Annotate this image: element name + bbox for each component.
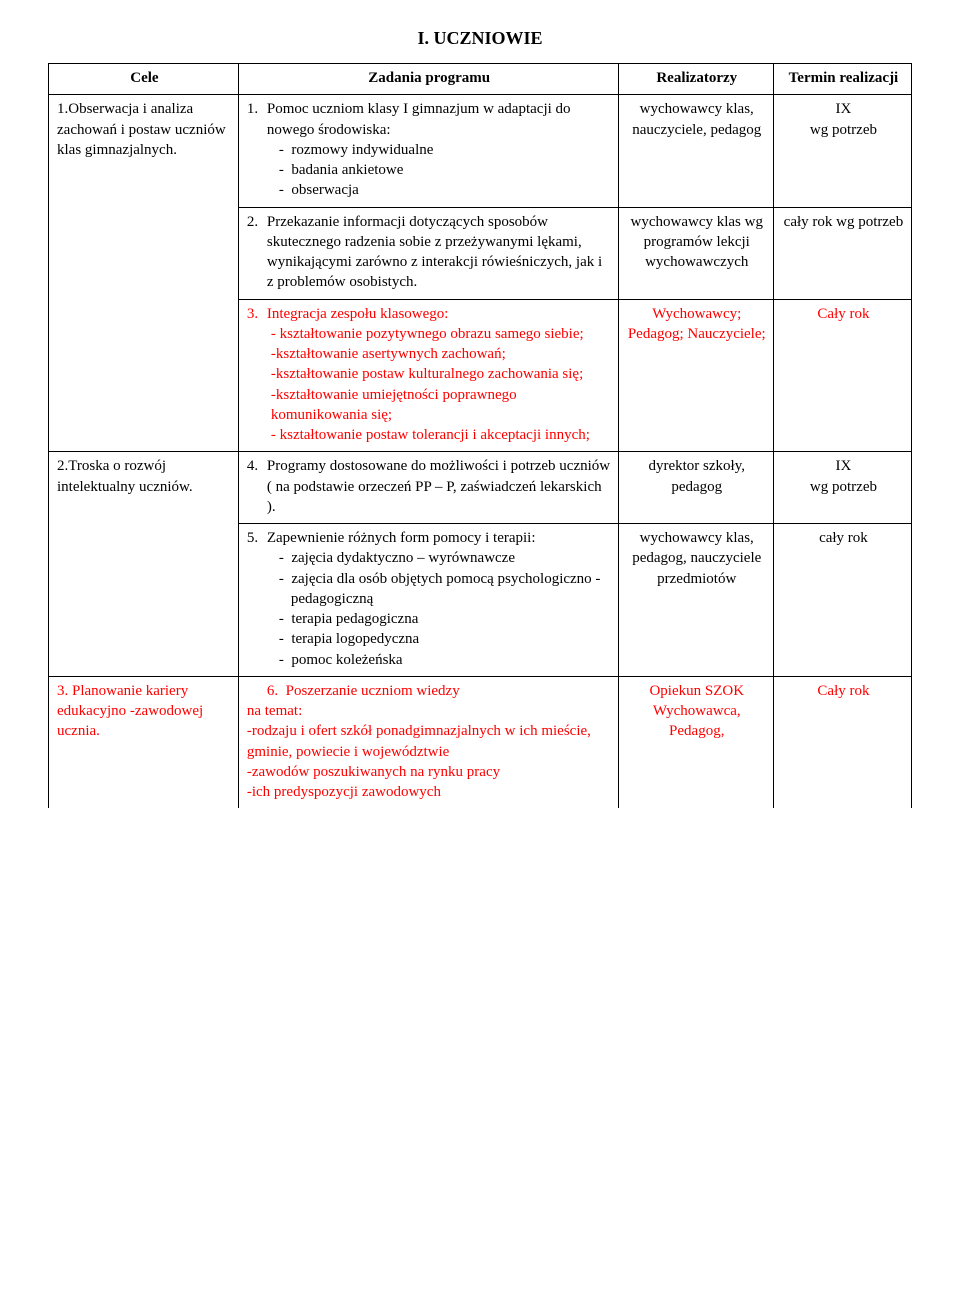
- section-title: I. UCZNIOWIE: [48, 28, 912, 49]
- zadanie-sub: - obserwacja: [247, 180, 612, 200]
- program-table: Cele Zadania programu Realizatorzy Termi…: [48, 63, 912, 808]
- zadanie-num: 3.: [247, 304, 267, 324]
- zadanie-body: Przekazanie informacji dotyczących sposo…: [267, 212, 612, 293]
- col-header-zadania: Zadania programu: [238, 64, 618, 95]
- table-row: 2.Troska o rozwój intelektualny uczniów.…: [49, 452, 912, 524]
- zadanie-cell: 6. Poszerzanie uczniom wiedzy na temat: …: [238, 676, 618, 808]
- table-row: 3. Planowanie kariery edukacyjno -zawodo…: [49, 676, 912, 808]
- realizatorzy-cell: Opiekun SZOK Wychowawca, Pedagog,: [618, 676, 773, 808]
- zadanie-lead: Poszerzanie uczniom wiedzy: [286, 683, 460, 699]
- termin-cell: cały rok wg potrzeb: [773, 207, 911, 299]
- realizatorzy-cell: wychowawcy klas wg programów lekcji wych…: [618, 207, 773, 299]
- zadanie-lead: Zapewnienie różnych form pomocy i terapi…: [267, 528, 536, 548]
- zadanie-cell: 5. Zapewnienie różnych form pomocy i ter…: [238, 524, 618, 677]
- zadanie-block: na temat: -rodzaju i ofert szkół ponadgi…: [247, 701, 612, 802]
- realizatorzy-cell: dyrektor szkoły, pedagog: [618, 452, 773, 524]
- termin-cell: cały rok: [773, 524, 911, 677]
- zadanie-sub: - kształtowanie pozytywnego obrazu sameg…: [247, 324, 612, 344]
- zadanie-num: 4.: [247, 456, 267, 517]
- realizatorzy-cell: wychowawcy klas, pedagog, nauczyciele pr…: [618, 524, 773, 677]
- zadanie-sub: -kształtowanie postaw kulturalnego zacho…: [247, 364, 612, 384]
- zadanie-cell: 1. Pomoc uczniom klasy I gimnazjum w ada…: [238, 95, 618, 207]
- zadanie-cell: 2. Przekazanie informacji dotyczących sp…: [238, 207, 618, 299]
- termin-cell: IX wg potrzeb: [773, 452, 911, 524]
- zadanie-num: 1.: [247, 99, 267, 140]
- zadanie-sub: - pomoc koleżeńska: [247, 650, 612, 670]
- cele-cell: 1.Obserwacja i analiza zachowań i postaw…: [49, 95, 239, 452]
- zadanie-cell: 3. Integracja zespołu klasowego: - kszta…: [238, 299, 618, 452]
- zadanie-lead: Pomoc uczniom klasy I gimnazjum w adapta…: [267, 99, 612, 140]
- realizatorzy-cell: Wychowawcy; Pedagog; Nauczyciele;: [618, 299, 773, 452]
- zadanie-sub: - zajęcia dydaktyczno – wyrównawcze: [247, 548, 612, 568]
- zadanie-sub: -kształtowanie asertywnych zachowań;: [247, 344, 612, 364]
- col-header-termin: Termin realizacji: [773, 64, 911, 95]
- cele-cell: 3. Planowanie kariery edukacyjno -zawodo…: [49, 676, 239, 808]
- termin-cell: Cały rok: [773, 299, 911, 452]
- zadanie-sub: - kształtowanie postaw tolerancji i akce…: [247, 425, 612, 445]
- zadanie-sub: - terapia pedagogiczna: [247, 609, 612, 629]
- zadanie-sub: - zajęcia dla osób objętych pomocą psych…: [247, 569, 612, 610]
- zadanie-body: Programy dostosowane do możliwości i pot…: [267, 456, 612, 517]
- table-row: 1.Obserwacja i analiza zachowań i postaw…: [49, 95, 912, 207]
- cele-cell: 2.Troska o rozwój intelektualny uczniów.: [49, 452, 239, 677]
- zadanie-sub: -kształtowanie umiejętności poprawnego k…: [247, 385, 612, 426]
- termin-cell: IX wg potrzeb: [773, 95, 911, 207]
- zadanie-sub: - badania ankietowe: [247, 160, 612, 180]
- zadanie-lead: Integracja zespołu klasowego:: [267, 304, 449, 324]
- col-header-cele: Cele: [49, 64, 239, 95]
- termin-cell: Cały rok: [773, 676, 911, 808]
- realizatorzy-cell: wychowawcy klas, nauczyciele, pedagog: [618, 95, 773, 207]
- zadanie-num: 6.: [267, 683, 278, 699]
- zadanie-cell: 4. Programy dostosowane do możliwości i …: [238, 452, 618, 524]
- zadanie-num: 2.: [247, 212, 267, 293]
- zadanie-num: 5.: [247, 528, 267, 548]
- zadanie-sub: - terapia logopedyczna: [247, 629, 612, 649]
- col-header-realizatorzy: Realizatorzy: [618, 64, 773, 95]
- table-header-row: Cele Zadania programu Realizatorzy Termi…: [49, 64, 912, 95]
- zadanie-sub: - rozmowy indywidualne: [247, 140, 612, 160]
